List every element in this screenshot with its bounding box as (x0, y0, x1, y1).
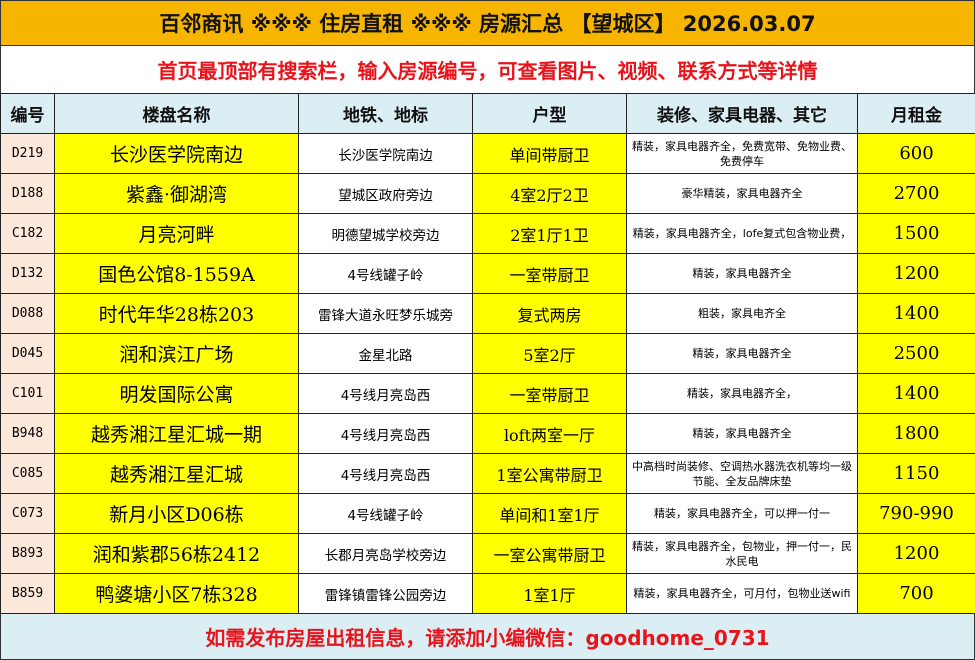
location: 4号线月亮岛西 (299, 374, 473, 414)
property-name: 长沙医学院南边 (55, 134, 299, 174)
property-name: 润和紫郡56栋2412 (55, 534, 299, 574)
room-layout: 一室带厨卫 (473, 374, 627, 414)
location: 4号线罐子岭 (299, 254, 473, 294)
page-title: 百邻商讯 ※※※ 住房直租 ※※※ 房源汇总 【望城区】 2026.03.07 (0, 0, 975, 46)
monthly-rent: 2500 (858, 334, 975, 374)
property-name: 紫鑫·御湖湾 (55, 174, 299, 214)
location: 长郡月亮岛学校旁边 (299, 534, 473, 574)
header-rent: 月租金 (858, 94, 975, 134)
header-details: 装修、家具电器、其它 (627, 94, 858, 134)
details: 精装，家具电器齐全，可以押一付一 (627, 494, 858, 534)
monthly-rent: 1400 (858, 294, 975, 334)
listing-id: B859 (1, 574, 55, 614)
listing-id: C101 (1, 374, 55, 414)
property-name: 明发国际公寓 (55, 374, 299, 414)
table-header-row: 编号 楼盘名称 地铁、地标 户型 装修、家具电器、其它 月租金 (1, 94, 975, 134)
listing-id: B948 (1, 414, 55, 454)
details: 中高档时尚装修、空调热水器洗衣机等均一级节能、全友品牌床垫 (627, 454, 858, 494)
header-id: 编号 (1, 94, 55, 134)
listing-id: D045 (1, 334, 55, 374)
details: 精装，家具电器齐全，lofe复式包含物业费， (627, 214, 858, 254)
monthly-rent: 1200 (858, 534, 975, 574)
room-layout: 一室带厨卫 (473, 254, 627, 294)
room-layout: loft两室一厅 (473, 414, 627, 454)
monthly-rent: 2700 (858, 174, 975, 214)
monthly-rent: 1150 (858, 454, 975, 494)
details: 精装，家具电器齐全， (627, 374, 858, 414)
room-layout: 4室2厅2卫 (473, 174, 627, 214)
property-name: 国色公馆8-1559A (55, 254, 299, 294)
details: 粗装，家具电齐全 (627, 294, 858, 334)
property-name: 鸭婆塘小区7栋328 (55, 574, 299, 614)
listing-id: C182 (1, 214, 55, 254)
room-layout: 1室1厅 (473, 574, 627, 614)
property-name: 月亮河畔 (55, 214, 299, 254)
header-name: 楼盘名称 (55, 94, 299, 134)
location: 4号线罐子岭 (299, 494, 473, 534)
listing-id: C073 (1, 494, 55, 534)
footer-contact: 如需发布房屋出租信息，请添加小编微信：goodhome_0731 (0, 614, 975, 660)
details: 精装，家具电器齐全，可月付，包物业送wifi (627, 574, 858, 614)
room-layout: 5室2厅 (473, 334, 627, 374)
room-layout: 单间带厨卫 (473, 134, 627, 174)
location: 雷锋大道永旺梦乐城旁 (299, 294, 473, 334)
monthly-rent: 600 (858, 134, 975, 174)
location: 明德望城学校旁边 (299, 214, 473, 254)
monthly-rent: 790-990 (858, 494, 975, 534)
location: 4号线月亮岛西 (299, 454, 473, 494)
monthly-rent: 1500 (858, 214, 975, 254)
listing-id: D132 (1, 254, 55, 294)
listing-id: D188 (1, 174, 55, 214)
property-name: 润和滨江广场 (55, 334, 299, 374)
details: 精装，家具电器齐全，包物业，押一付一，民水民电 (627, 534, 858, 574)
room-layout: 一室公寓带厨卫 (473, 534, 627, 574)
property-name: 越秀湘江星汇城 (55, 454, 299, 494)
listing-id: C085 (1, 454, 55, 494)
location: 金星北路 (299, 334, 473, 374)
room-layout: 2室1厅1卫 (473, 214, 627, 254)
details: 豪华精装，家具电器齐全 (627, 174, 858, 214)
location: 4号线月亮岛西 (299, 414, 473, 454)
location: 望城区政府旁边 (299, 174, 473, 214)
property-name: 时代年华28栋203 (55, 294, 299, 334)
search-instructions: 首页最顶部有搜索栏，输入房源编号，可查看图片、视频、联系方式等详情 (0, 46, 975, 93)
monthly-rent: 1800 (858, 414, 975, 454)
room-layout: 1室公寓带厨卫 (473, 454, 627, 494)
room-layout: 复式两房 (473, 294, 627, 334)
monthly-rent: 1400 (858, 374, 975, 414)
monthly-rent: 700 (858, 574, 975, 614)
listing-id: D088 (1, 294, 55, 334)
header-location: 地铁、地标 (299, 94, 473, 134)
room-layout: 单间和1室1厅 (473, 494, 627, 534)
details: 精装，家具电器齐全，免费宽带、免物业费、免费停车 (627, 134, 858, 174)
details: 精装，家具电器齐全 (627, 334, 858, 374)
monthly-rent: 1200 (858, 254, 975, 294)
details: 精装，家具电器齐全 (627, 254, 858, 294)
property-name: 新月小区D06栋 (55, 494, 299, 534)
location: 雷锋镇雷锋公园旁边 (299, 574, 473, 614)
listing-id: B893 (1, 534, 55, 574)
details: 精装，家具电器齐全 (627, 414, 858, 454)
location: 长沙医学院南边 (299, 134, 473, 174)
property-name: 越秀湘江星汇城一期 (55, 414, 299, 454)
header-layout: 户型 (473, 94, 627, 134)
listing-id: D219 (1, 134, 55, 174)
